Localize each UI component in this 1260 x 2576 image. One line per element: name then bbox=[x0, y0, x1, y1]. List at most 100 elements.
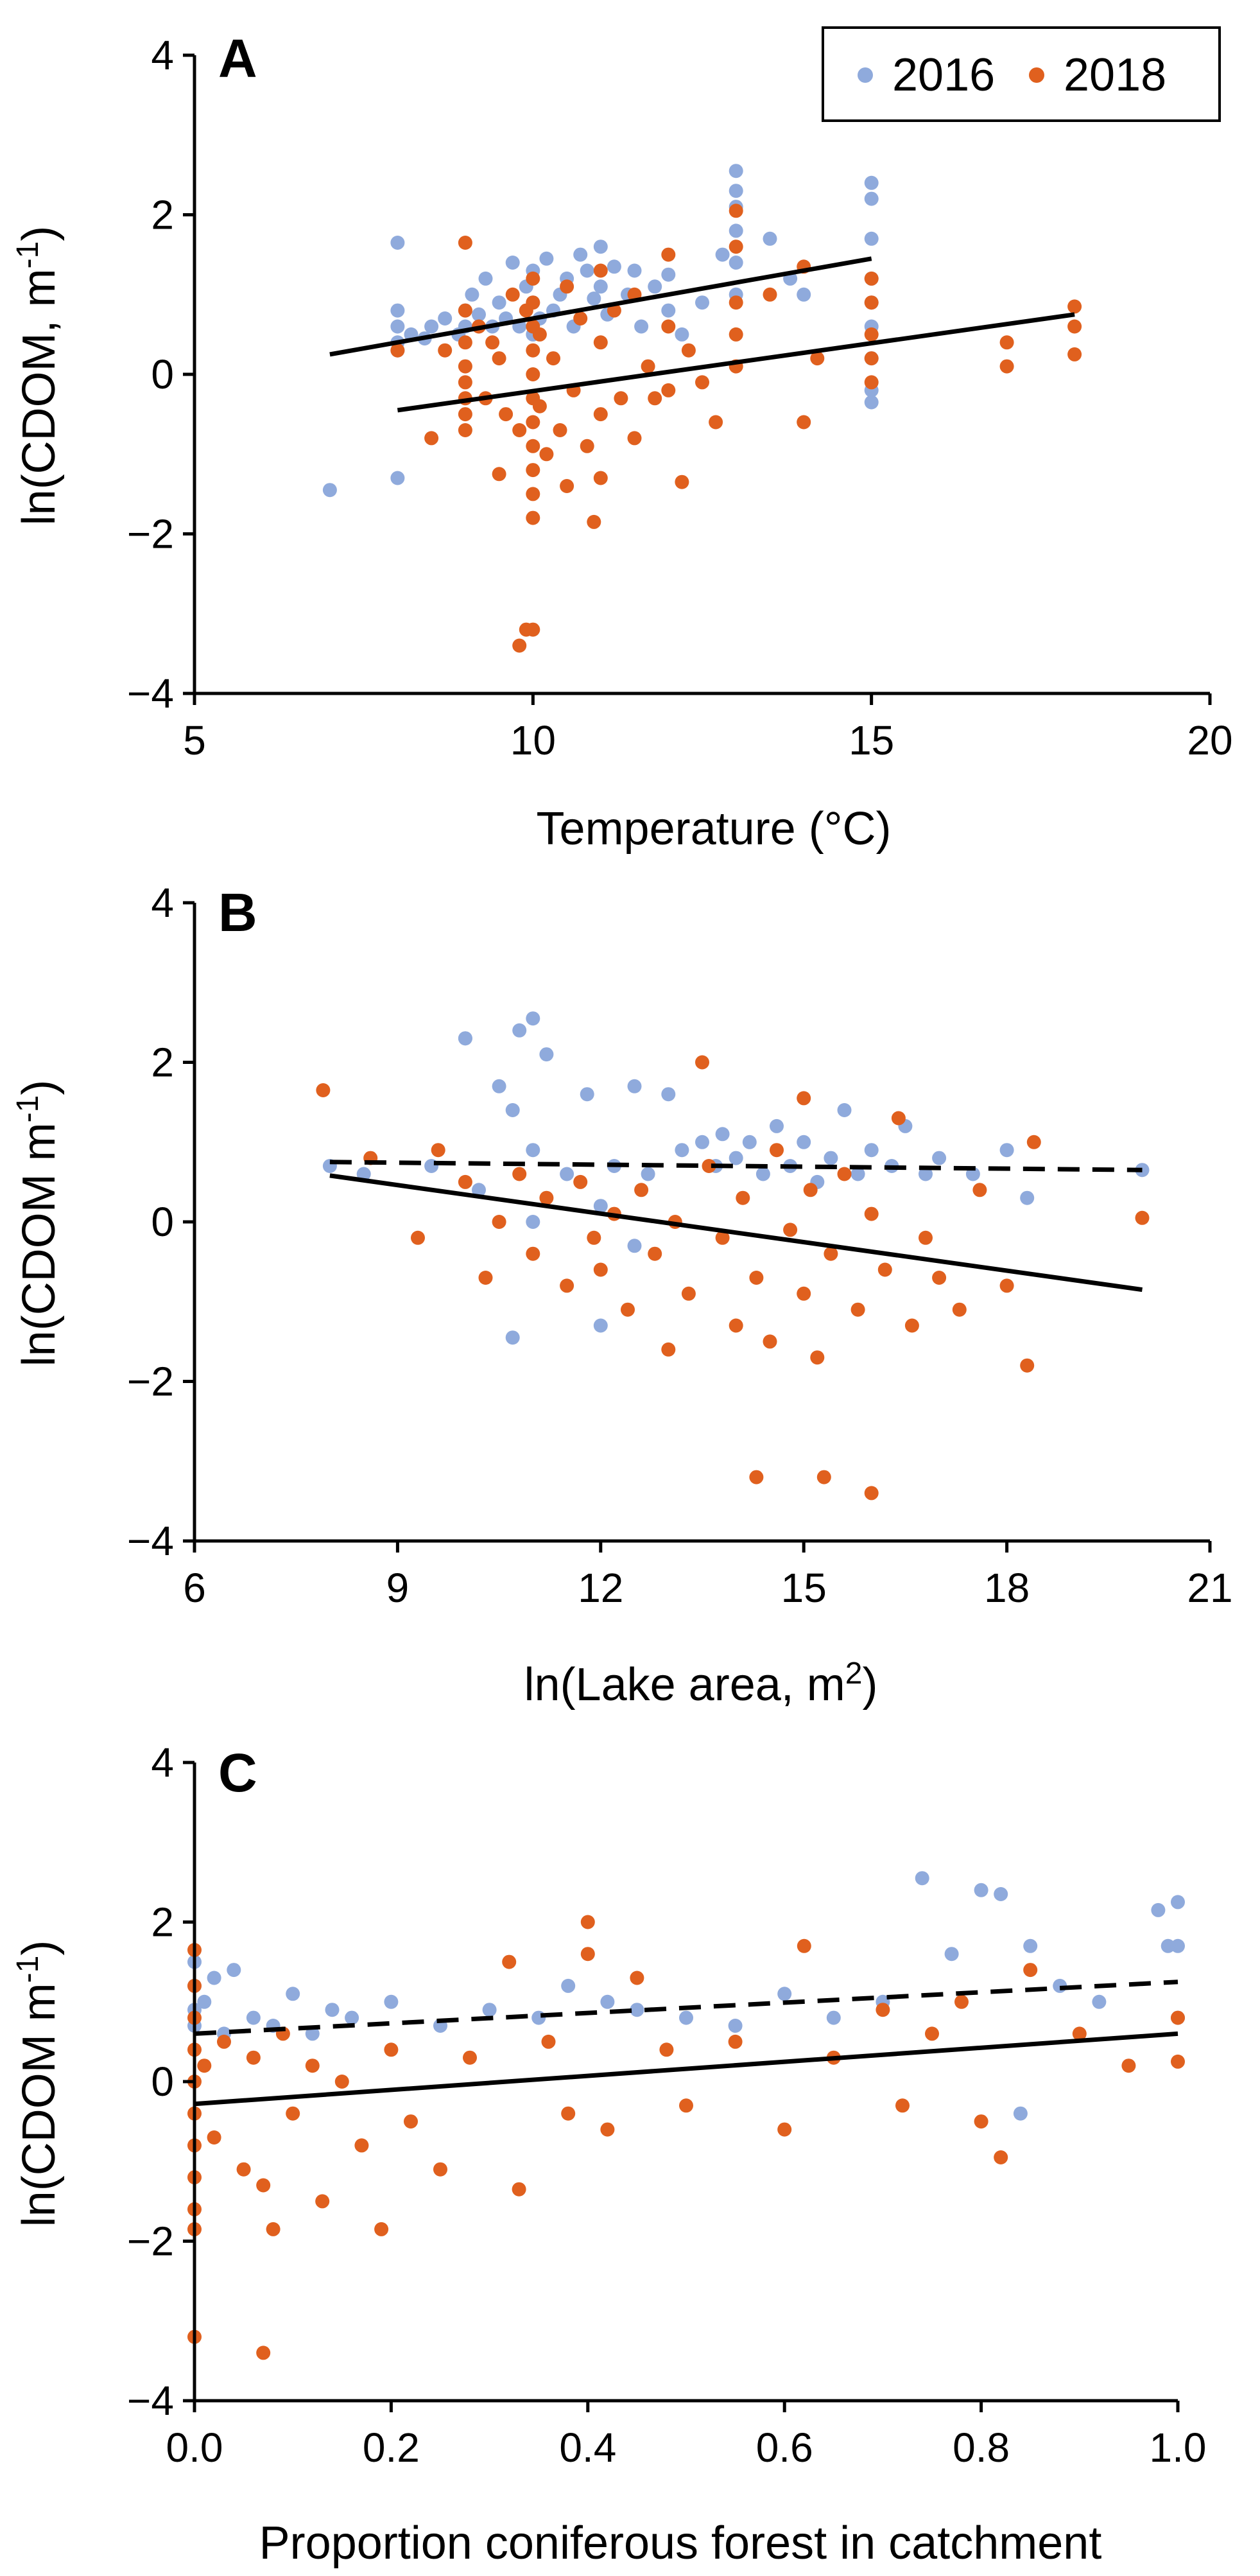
point-2016-15 bbox=[472, 307, 486, 322]
x-tick-label-b-2: 12 bbox=[578, 1565, 623, 1611]
point-2018-12 bbox=[207, 2130, 221, 2145]
point-2016-1 bbox=[390, 236, 405, 250]
point-2018-45 bbox=[999, 1278, 1014, 1293]
x-tick-label-a-1: 10 bbox=[510, 717, 556, 763]
point-2016-45 bbox=[627, 1239, 642, 1253]
point-2018-35 bbox=[580, 1947, 595, 1962]
point-2018-23 bbox=[334, 2075, 349, 2089]
point-2018-1 bbox=[424, 431, 439, 446]
point-2018-29 bbox=[463, 2050, 477, 2065]
point-2018-54 bbox=[1171, 2054, 1185, 2069]
point-2018-11 bbox=[573, 1174, 588, 1189]
point-2018-71 bbox=[864, 271, 879, 286]
point-2018-41 bbox=[777, 2122, 792, 2137]
point-2018-16 bbox=[499, 407, 513, 422]
point-2016-49 bbox=[729, 184, 743, 198]
point-2016-3 bbox=[390, 303, 405, 318]
point-2018-77 bbox=[999, 359, 1014, 374]
point-2018-13 bbox=[485, 335, 500, 350]
point-2018-51 bbox=[1072, 2026, 1087, 2041]
point-2018-20 bbox=[286, 2106, 300, 2121]
point-2018-48 bbox=[974, 2114, 988, 2129]
point-2018-42 bbox=[932, 1271, 947, 1285]
panel-b: B ln(Lake area, m2) ln(CDOM m-1) 4 2 0 −2 −4… bbox=[11, 880, 1233, 1710]
point-2016-22 bbox=[728, 2019, 743, 2033]
point-2018-3 bbox=[458, 236, 472, 250]
point-2018-14 bbox=[236, 2162, 251, 2177]
point-2016-10 bbox=[526, 1143, 540, 1158]
point-2018-50 bbox=[1023, 1963, 1038, 1978]
point-2018-25 bbox=[374, 2222, 389, 2236]
point-2018-48 bbox=[593, 471, 608, 485]
point-2018-12 bbox=[587, 1230, 601, 1245]
point-2016-4 bbox=[458, 1031, 472, 1046]
point-2018-15 bbox=[492, 351, 506, 366]
point-2018-23 bbox=[526, 343, 540, 358]
point-2016-15 bbox=[593, 1318, 608, 1333]
point-2016-44 bbox=[661, 267, 676, 282]
point-2018-47 bbox=[954, 1994, 969, 2009]
point-2016-12 bbox=[325, 2003, 340, 2017]
point-2018-41 bbox=[919, 1230, 933, 1245]
point-2016-4 bbox=[390, 319, 405, 334]
point-2018-24 bbox=[729, 1318, 743, 1333]
point-2018-37 bbox=[546, 351, 560, 366]
point-2016-20 bbox=[505, 256, 520, 270]
point-2018-16 bbox=[256, 2178, 271, 2193]
point-2016-27 bbox=[539, 251, 554, 266]
point-2018-50 bbox=[614, 391, 628, 406]
point-2018-17 bbox=[505, 287, 520, 302]
point-2016-28 bbox=[974, 1883, 988, 1897]
point-2018-28 bbox=[526, 463, 540, 478]
point-2018-33 bbox=[810, 1350, 825, 1365]
point-2016-65 bbox=[864, 395, 879, 410]
point-2016-10 bbox=[286, 1987, 300, 2001]
point-2018-46 bbox=[925, 2026, 939, 2041]
point-2018-79 bbox=[1067, 319, 1082, 334]
point-2018-63 bbox=[729, 239, 743, 254]
x-tick-label-c-3: 0.6 bbox=[756, 2424, 813, 2471]
point-2016-9 bbox=[526, 1011, 540, 1026]
point-2016-31 bbox=[1023, 1938, 1038, 1953]
point-2018-46 bbox=[1020, 1358, 1035, 1373]
y-tick-label-a-2: 0 bbox=[151, 351, 174, 397]
fit-lines-a bbox=[329, 256, 1075, 413]
point-2016-21 bbox=[679, 2010, 693, 2025]
x-tick-label-b-1: 9 bbox=[386, 1565, 410, 1611]
point-2016-18 bbox=[561, 1978, 576, 1993]
point-2016-35 bbox=[593, 239, 608, 254]
point-2016-19 bbox=[600, 1994, 615, 2009]
point-2018-43 bbox=[952, 1302, 967, 1317]
point-2016-30 bbox=[1013, 2106, 1028, 2121]
point-2018-2 bbox=[438, 343, 453, 358]
point-2018-74 bbox=[864, 351, 879, 366]
panel-letter-c: C bbox=[218, 1743, 257, 1803]
point-2016-2 bbox=[390, 471, 405, 485]
point-2016-0 bbox=[322, 483, 337, 498]
point-2018-80 bbox=[1067, 347, 1082, 361]
point-2018-33 bbox=[561, 2106, 576, 2121]
point-2018-31 bbox=[797, 1091, 811, 1106]
y-tick-label-b-1: 2 bbox=[151, 1040, 174, 1086]
point-2018-30 bbox=[526, 510, 540, 525]
point-2016-32 bbox=[573, 247, 588, 262]
point-2016-57 bbox=[864, 175, 879, 190]
panel-a: A Temperature (°C) ln(CDOM, m-1) 420−2−4… bbox=[11, 28, 1233, 855]
point-2016-4 bbox=[197, 1994, 212, 2009]
point-2018-45 bbox=[593, 263, 608, 278]
point-2016-34 bbox=[864, 1143, 879, 1158]
point-2018-64 bbox=[729, 295, 743, 310]
panel-c: C Proportion coniferous forest in catchm… bbox=[11, 1739, 1206, 2569]
point-2016-11 bbox=[305, 2026, 320, 2041]
point-2018-20 bbox=[681, 1286, 696, 1301]
y-tick-label-b-3: −2 bbox=[127, 1359, 174, 1405]
x-tick-label-a-0: 5 bbox=[183, 717, 206, 763]
point-2018-16 bbox=[634, 1183, 649, 1197]
y-tick-label-b-4: −4 bbox=[127, 1518, 174, 1564]
point-2018-47 bbox=[593, 407, 608, 422]
point-2016-12 bbox=[560, 1167, 574, 1181]
point-2016-40 bbox=[999, 1143, 1014, 1158]
point-2016-18 bbox=[492, 295, 506, 310]
point-2016-33 bbox=[580, 263, 594, 278]
point-2016-5 bbox=[207, 1971, 221, 1985]
